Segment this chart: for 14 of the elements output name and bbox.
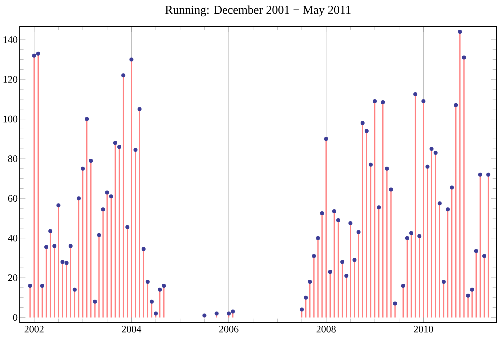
x-tick-label: 2008 xyxy=(316,326,336,333)
y-tick-label: 20 xyxy=(8,274,18,282)
y-tick-label: 120 xyxy=(4,76,18,84)
y-tick-label: 100 xyxy=(4,116,18,123)
y-tick-label: 140 xyxy=(4,36,18,44)
x-tick-label: 2002 xyxy=(24,326,44,333)
y-tick-label: 40 xyxy=(8,234,18,242)
y-tick-label: 0 xyxy=(13,314,18,322)
x-tick-label: 2004 xyxy=(122,326,142,333)
chart-title: Running: December 2001 − May 2011 xyxy=(166,6,351,17)
x-tick-label: 2006 xyxy=(219,326,239,333)
y-tick-label: 80 xyxy=(8,156,18,162)
y-tick-label: 60 xyxy=(8,195,18,202)
x-tick-label: 2010 xyxy=(414,326,434,333)
